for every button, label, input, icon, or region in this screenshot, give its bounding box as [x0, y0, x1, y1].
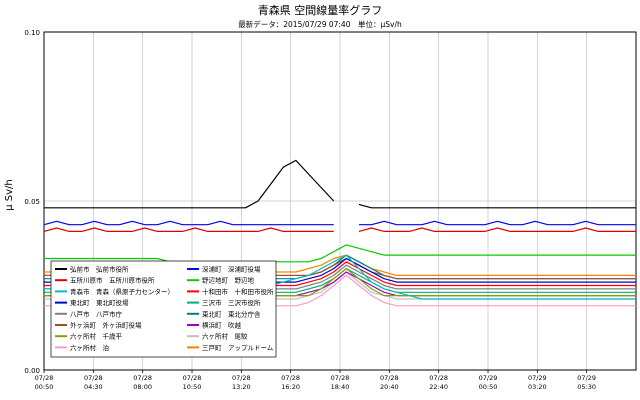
- x-tick-time: 04:30: [84, 383, 103, 391]
- y-axis-label: μ Sv/h: [4, 179, 15, 211]
- x-tick-date: 07/28: [232, 374, 251, 382]
- legend-label: 青森市 青森（県原子力センター）: [70, 287, 174, 296]
- x-tick-labels: 07/2800:5007/2804:3007/2808:0007/2810:50…: [35, 370, 596, 391]
- x-tick-time: 00:50: [479, 383, 498, 391]
- legend-label: 六ヶ所村 千歳平: [70, 332, 123, 341]
- x-tick-date: 07/29: [479, 374, 498, 382]
- y-tick-labels: 0.00 0.05 0.10: [24, 29, 40, 375]
- x-tick-time: 00:50: [35, 383, 54, 391]
- x-tick-date: 07/29: [528, 374, 547, 382]
- legend-label: 東北町 東北町役場: [70, 298, 129, 307]
- legend-label: 六ヶ所村 尾駮: [202, 332, 248, 341]
- legend-label: 東北町 東北分庁舎: [202, 309, 261, 318]
- x-tick-time: 20:40: [380, 383, 399, 391]
- series-line: [43, 220, 636, 226]
- x-tick-date: 07/28: [84, 374, 103, 382]
- legend-label: 三戸町 アップルドーム: [202, 344, 274, 352]
- series-line: [44, 159, 636, 209]
- legend-label: 六ヶ所村 泊: [70, 343, 109, 352]
- series-line: [44, 244, 636, 263]
- legend-label: 五所川原市 五所川原市役所: [70, 276, 155, 285]
- legend-box: [50, 260, 277, 358]
- legend-label: 野辺地町 野辺地: [202, 276, 255, 285]
- x-tick-date: 07/28: [281, 374, 300, 382]
- x-tick-time: 22:40: [429, 383, 448, 391]
- chart-subtitle: 最新データ：2015/07/29 07:40 単位：μSv/h: [238, 19, 402, 29]
- x-tick-date: 07/28: [133, 374, 152, 382]
- legend-label: 十和田市 十和田市役所: [202, 287, 274, 296]
- legend-label: 三沢市 三沢市役所: [202, 298, 261, 307]
- x-tick-time: 16:20: [281, 383, 300, 391]
- x-tick-date: 07/28: [183, 374, 202, 382]
- x-tick-time: 05:30: [577, 383, 596, 391]
- x-tick-date: 07/28: [429, 374, 448, 382]
- legend-label: 弘前市 弘前市役所: [70, 265, 129, 274]
- legend-label: 深浦町 深浦町役場: [202, 265, 261, 274]
- x-tick-date: 07/28: [35, 374, 54, 382]
- x-tick-time: 03:20: [528, 383, 547, 391]
- legend-label: 外ヶ浜町 外ヶ浜町役場: [70, 321, 142, 330]
- x-tick-time: 18:40: [331, 383, 350, 391]
- chart-title: 青森県 空間線量率グラフ: [258, 3, 383, 17]
- legend-label: 八戸市 八戸市庁: [70, 309, 123, 318]
- y-tick-label: 0.05: [24, 198, 40, 206]
- series-line: [43, 227, 636, 232]
- y-tick-label: 0.00: [24, 367, 40, 375]
- legend-label: 横浜町 吹越: [202, 321, 242, 330]
- y-tick-label: 0.10: [24, 29, 40, 37]
- x-tick-date: 07/28: [380, 374, 399, 382]
- x-tick-time: 08:00: [133, 383, 152, 391]
- x-tick-date: 07/28: [331, 374, 350, 382]
- x-tick-time: 10:50: [183, 383, 202, 391]
- x-tick-time: 13:20: [232, 383, 251, 391]
- x-tick-date: 07/29: [577, 374, 596, 382]
- gridlines: [44, 32, 636, 370]
